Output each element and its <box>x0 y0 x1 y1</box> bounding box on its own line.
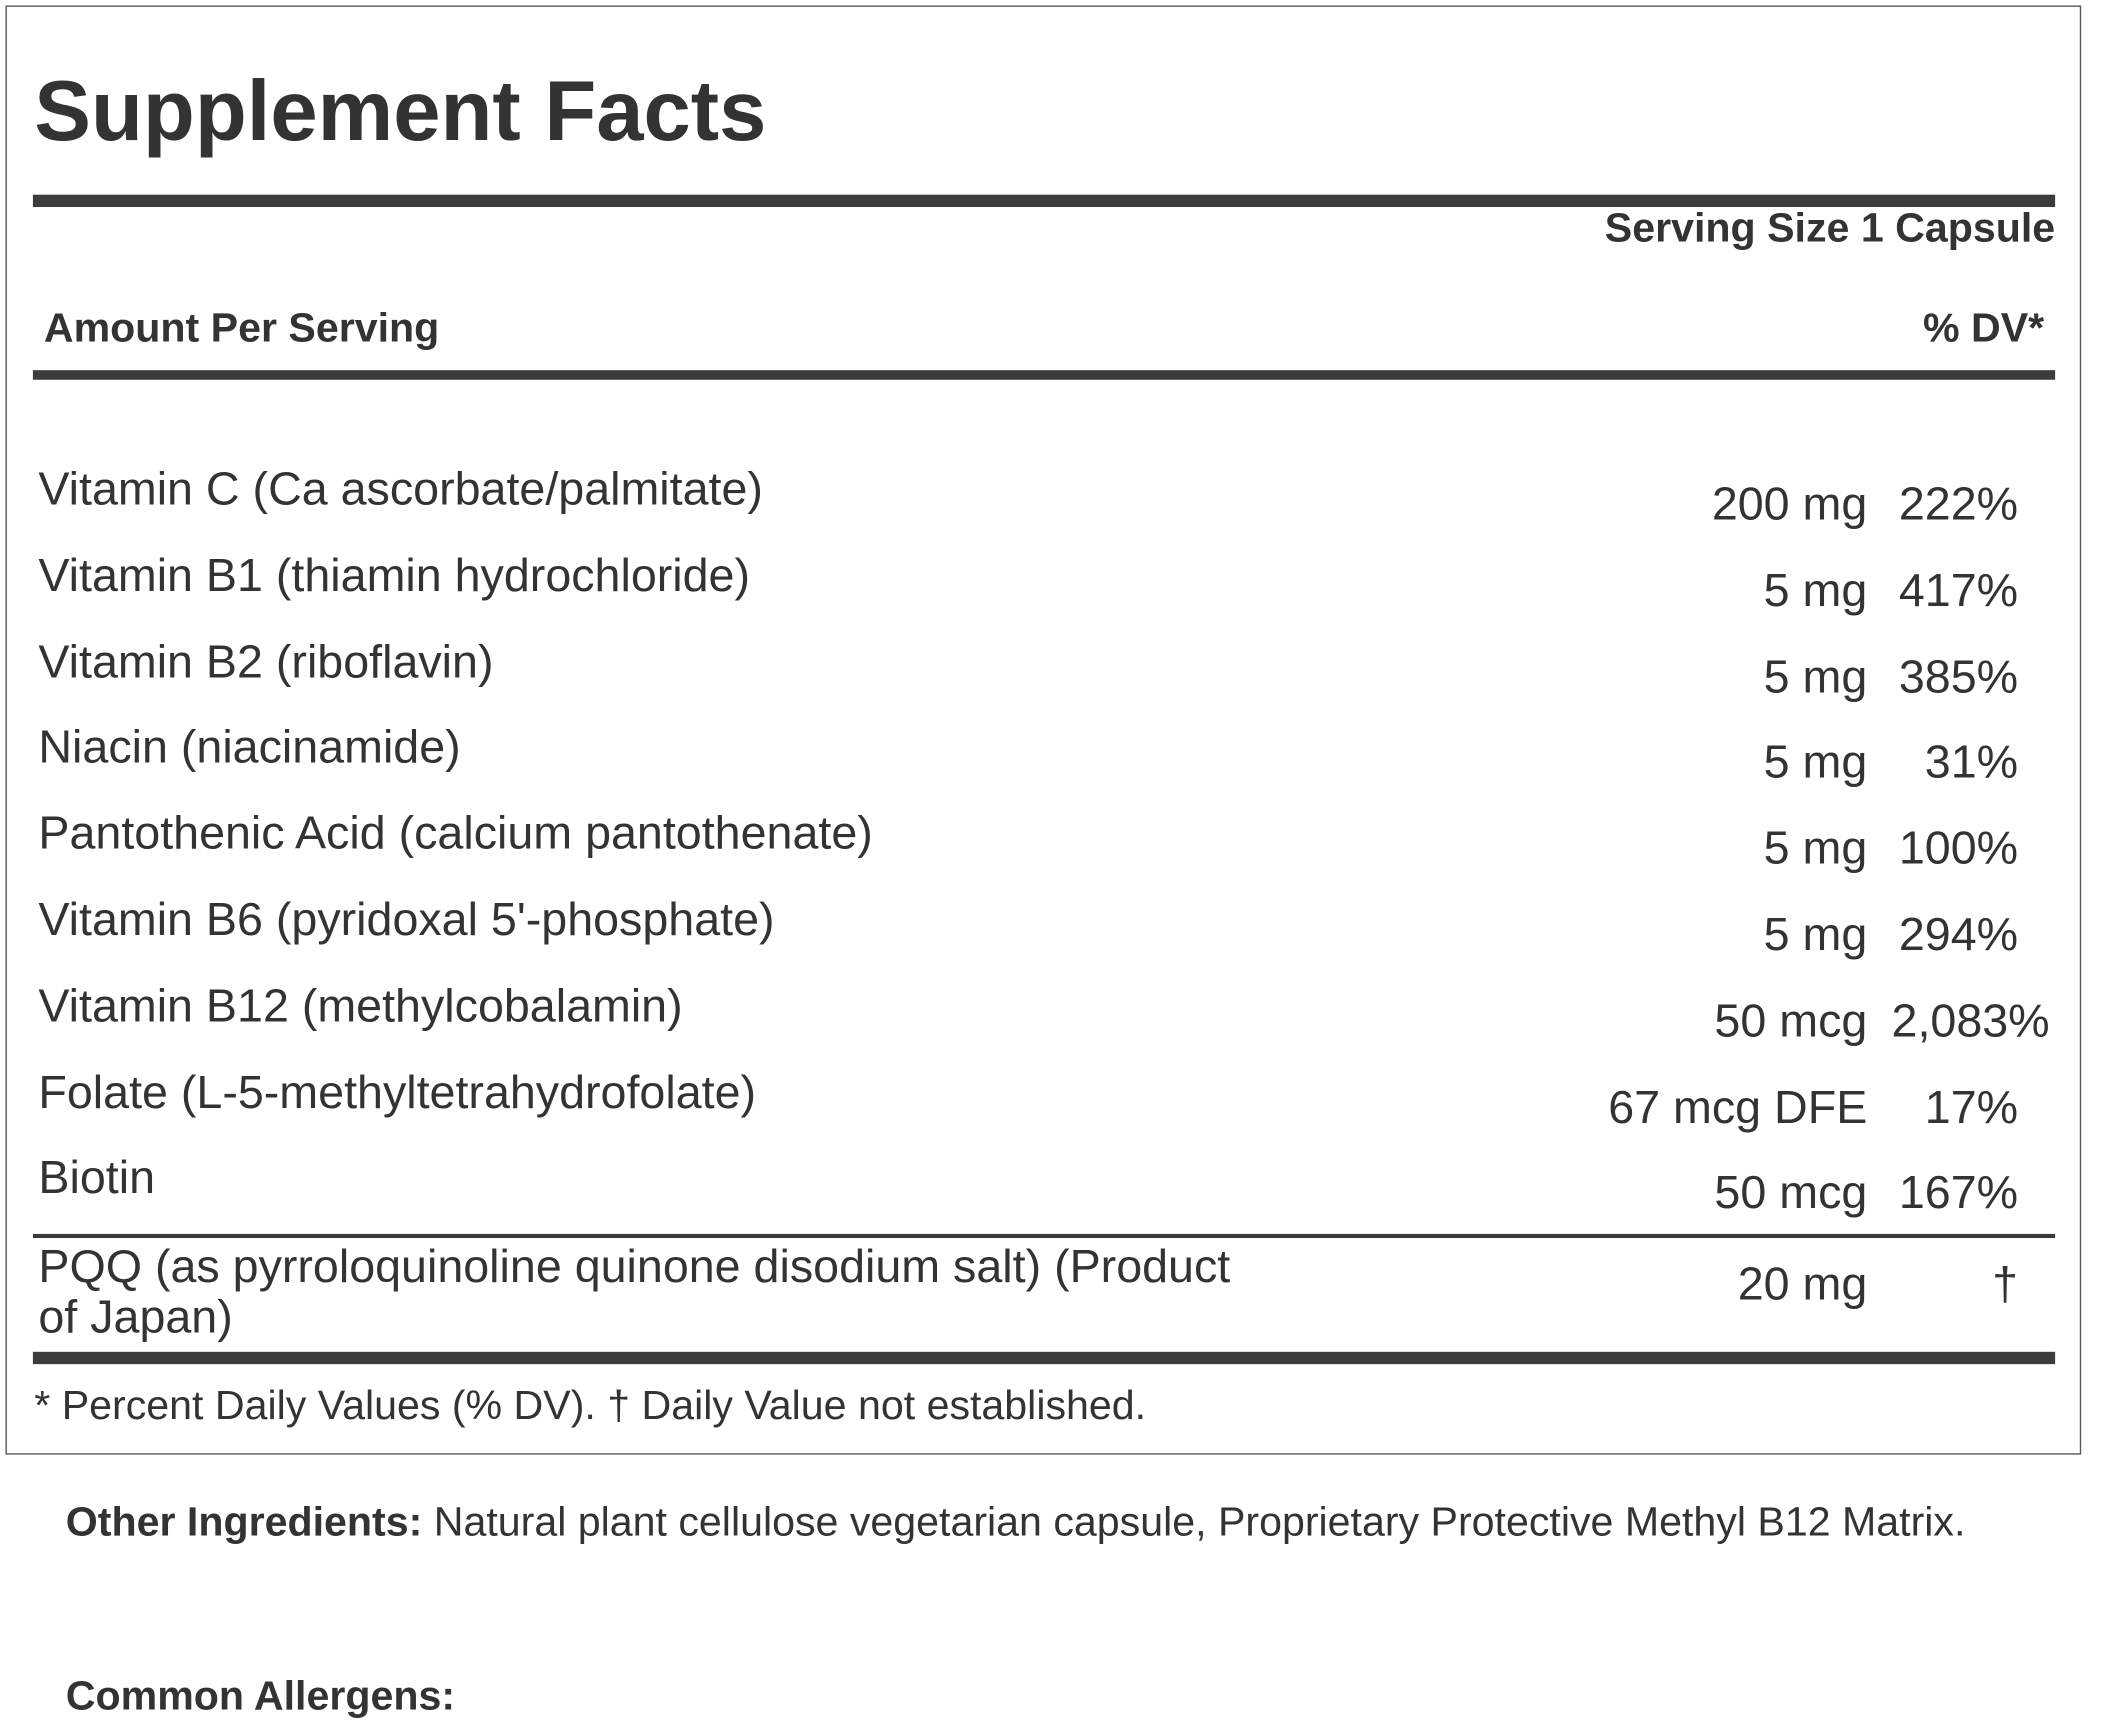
nutrient-name: Biotin <box>38 1152 156 1205</box>
nutrient-dv: 17% <box>1924 1081 2019 1134</box>
divider-thick <box>32 194 2056 208</box>
panel-title: Supplement Facts <box>34 64 767 160</box>
serving-size: Serving Size 1 Capsule <box>1604 205 2056 251</box>
divider-thin <box>32 1233 2056 1239</box>
pqq-name-line1: PQQ (as pyrroloquinoline quinone disodiu… <box>38 1240 1231 1293</box>
nutrient-amount: 5 mg <box>1763 736 1868 789</box>
nutrient-dv: 167% <box>1898 1167 2019 1220</box>
pqq-amount: 20 mg <box>1737 1258 1868 1311</box>
nutrient-dv: 31% <box>1924 736 2019 789</box>
nutrient-amount: 67 mcg DFE <box>1608 1081 1868 1134</box>
nutrient-amount: 5 mg <box>1763 908 1868 962</box>
pqq-name-line2: of Japan) <box>38 1291 233 1344</box>
other-ingredients-label: Other Ingredients: <box>65 1499 423 1546</box>
nutrient-name: Vitamin B12 (methylcobalamin) <box>38 979 683 1033</box>
nutrient-dv: 222% <box>1898 478 2019 531</box>
nutrient-name: Vitamin B6 (pyridoxal 5'-phosphate) <box>38 893 775 946</box>
divider-medium <box>32 370 2056 380</box>
nutrient-name: Vitamin B2 (riboflavin) <box>38 635 494 688</box>
nutrient-name: Vitamin B1 (thiamin hydrochloride) <box>38 549 751 602</box>
nutrient-dv: 417% <box>1898 564 2019 617</box>
nutrient-amount: 50 mcg <box>1714 1167 1868 1220</box>
nutrient-name: Folate (L-5-methyltetrahydrofolate) <box>38 1066 757 1119</box>
nutrient-name: Pantothenic Acid (calcium pantothenate) <box>38 807 873 860</box>
nutrient-name: Niacin (niacinamide) <box>38 721 461 774</box>
nutrient-dv: 294% <box>1898 908 2019 962</box>
nutrient-amount: 200 mg <box>1711 478 1868 531</box>
nutrient-dv: 100% <box>1898 822 2019 875</box>
supplement-facts-panel <box>5 5 2082 1455</box>
other-ingredients: Other Ingredients: Natural plant cellulo… <box>66 1489 2040 1558</box>
common-allergens-label: Common Allergens: <box>65 1673 456 1720</box>
nutrient-amount: 50 mcg <box>1714 995 1868 1048</box>
nutrient-amount: 5 mg <box>1763 564 1868 617</box>
divider-thick-bottom <box>32 1351 2056 1365</box>
pqq-name: PQQ (as pyrroloquinoline quinone disodiu… <box>38 1240 1231 1344</box>
nutrient-amount: 5 mg <box>1763 650 1868 703</box>
nutrient-dv: 385% <box>1898 650 2019 703</box>
nutrient-dv: 2,083% <box>1891 995 2050 1048</box>
footnote: * Percent Daily Values (% DV). † Daily V… <box>34 1383 1147 1429</box>
amount-per-serving-header: Amount Per Serving <box>43 305 440 351</box>
pqq-dv: † <box>1992 1258 2019 1311</box>
other-ingredients-text: Natural plant cellulose vegetarian capsu… <box>422 1499 1966 1546</box>
nutrient-name: Vitamin C (Ca ascorbate/palmitate) <box>38 463 763 516</box>
nutrient-amount: 5 mg <box>1763 822 1868 875</box>
dv-header: % DV* <box>1923 305 2045 351</box>
